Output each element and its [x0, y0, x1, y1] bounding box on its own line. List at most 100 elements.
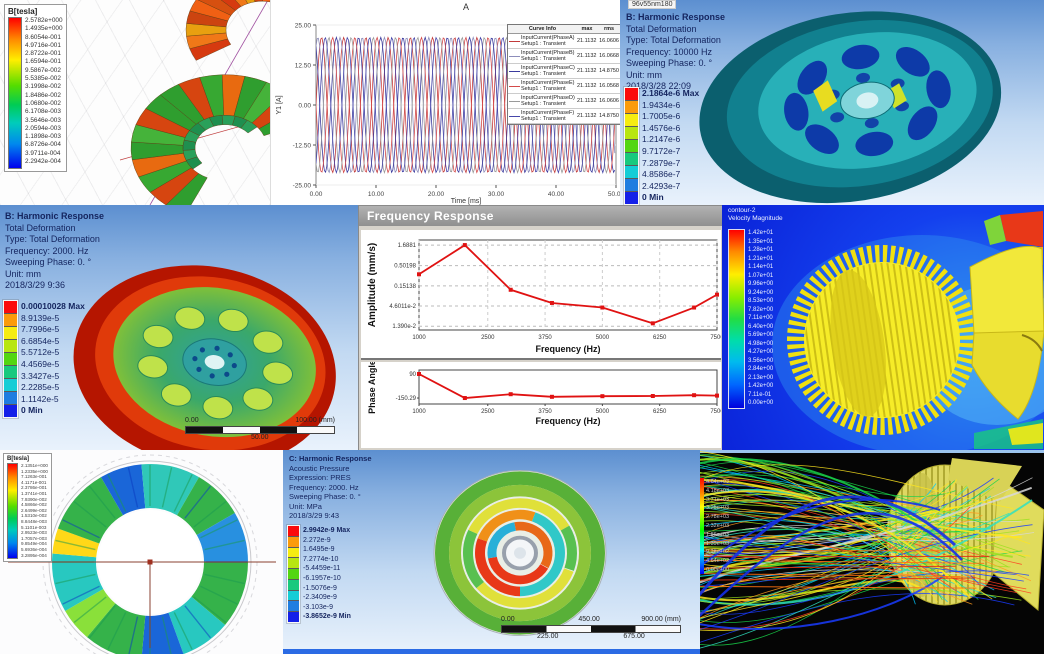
legend-line: Unit: mm [626, 69, 662, 80]
rainbow-colorbar [700, 478, 704, 574]
rainbow-colorbar [728, 229, 745, 409]
field-colorbar-legend: B[tesla] 2.5782e+000 1.4935e+000 8.6054e-0… [4, 4, 67, 172]
legend-line: -6.1957e-10 [303, 574, 341, 582]
legend-line: 4.98e+00 [748, 340, 774, 347]
legend-line: 9.96e+00 [748, 281, 774, 287]
rainbow-colorbar [7, 463, 18, 559]
svg-text:10.00: 10.00 [368, 191, 385, 198]
legend-line: Sweeping Phase: 0. ° [289, 492, 361, 501]
legend-line: 8.8448e-003 [21, 518, 47, 524]
result-info-block: B: Harmonic Response Total Deformation Typ… [5, 211, 104, 292]
curve-info-row: InputCurrent(PhaseA) Setup1 : Transient 21… [508, 34, 621, 49]
panel-maxwell-stator: B[tesla] 2.5782e+000 1.4935e+000 8.6054e-0… [0, 0, 270, 205]
svg-text:3750: 3750 [538, 409, 552, 415]
legend-line: Unit: mm [5, 268, 41, 279]
legend-line: 4.64e+03 [706, 479, 730, 485]
panel-velocity-contour: contour-2 Velocity Magnitude 1.42e+01 1.35… [722, 205, 1044, 450]
svg-text:50.00: 50.00 [608, 191, 621, 198]
legend-line: 1.1898e-003 [25, 133, 61, 141]
model-name-tag: 96v55nm180 [628, 0, 677, 9]
legend-line: 1.0680e-002 [25, 99, 61, 107]
legend-line: 7.2879e-7 [642, 157, 681, 168]
legend-line: 1.39e+03 [706, 540, 730, 547]
legend-values: 4.64e+03 4.18e+03 3.71e+03 3.25e+03 2.78e+03… [706, 478, 729, 575]
svg-text:40.00: 40.00 [548, 191, 565, 198]
legend-line: Sweeping Phase: 0. ° [5, 257, 92, 267]
legend-line: 7.82e+00 [748, 306, 774, 313]
legend-line: 3.56e+00 [748, 357, 774, 364]
legend-line: Velocity Magnitude [728, 215, 783, 222]
legend-line: 8.9139e-5 [21, 312, 60, 323]
legend-line: 1.4576e-6 [642, 122, 681, 133]
legend-line: 2.9523e-003 [21, 530, 47, 536]
legend-line: 1.5310e-002 [21, 513, 47, 519]
curve-info-row: InputCurrent(PhaseF) Setup1 : Transient 21… [508, 109, 621, 124]
legend-line: B: Harmonic Response [626, 12, 726, 22]
legend-line: 1.07e+01 [748, 272, 774, 279]
svg-text:1.6881: 1.6881 [398, 243, 417, 249]
svg-text:2500: 2500 [481, 409, 495, 415]
legend-line: 4.18e+03 [706, 487, 730, 494]
legend-line: 1.42e+00 [748, 383, 774, 389]
svg-text:3750: 3750 [538, 335, 552, 341]
streamline-view [700, 451, 1044, 649]
legend-line: 7.11e-01 [748, 391, 772, 398]
legend-line: 2.5782e+000 [25, 17, 63, 24]
legend-line: -3.103e-9 [303, 603, 333, 611]
legend-line: 2.3786e-001 [21, 485, 47, 491]
svg-text:0.50198: 0.50198 [394, 264, 416, 270]
legend-line: 2.272e-9 [303, 536, 331, 544]
gear-flow-view [772, 211, 1044, 450]
curve-info-row: InputCurrent(PhaseC) Setup1 : Transient 21… [508, 64, 621, 79]
legend-line: -2.3409e-9 [303, 594, 337, 602]
svg-text:Time [ms]: Time [ms] [451, 198, 482, 205]
legend-line: 1.9434e-6 [642, 99, 681, 110]
panel-acoustic-pressure: C: Harmonic Response Acoustic Pressure Exp… [283, 450, 700, 654]
legend-line: 0.00e+00 [748, 400, 774, 406]
window-titlebar[interactable]: Frequency Response [359, 206, 723, 226]
legend-line: 1.2147e-6 [642, 134, 681, 145]
legend-line: 2.78e+03 [706, 514, 730, 521]
deformation-legend: 0.00010028 Max 8.9139e-5 7.7996e-5 6.6854e-… [3, 300, 85, 418]
legend-line: 6.6854e-5 [21, 335, 60, 346]
legend-line: 6.8726e-004 [25, 141, 61, 149]
legend-line: 2.13e+00 [748, 374, 774, 381]
rainbow-colorbar [8, 17, 22, 169]
legend-line: 1.4935e+000 [25, 25, 63, 33]
legend-values: 2.1864e-6 Max 1.9434e-6 1.7005e-6 1.4576e-6… [642, 88, 699, 204]
legend-line: 1.86e+03 [706, 531, 730, 538]
legend-line: C: Harmonic Response [289, 454, 372, 463]
svg-text:7500: 7500 [710, 409, 721, 415]
svg-text:4.6011e-2: 4.6011e-2 [389, 304, 416, 310]
scale-max: 100.00 (mm) [295, 417, 335, 424]
panel-harmonic-10000hz: 96v55nm180 B: Harmonic Response Total Def… [620, 0, 1044, 205]
legend-line: 5.69e+00 [748, 332, 774, 338]
scale-bar [185, 426, 335, 434]
curve-info-row: InputCurrent(PhaseE) Setup1 : Transient 21… [508, 79, 621, 94]
scale-mid-top: 450.00 [578, 616, 600, 623]
legend-line: 8.6054e-001 [25, 33, 61, 41]
legend-line: 2018/3/29 9:36 [5, 280, 66, 290]
legend-line: Acoustic Pressure [289, 463, 350, 473]
ansys-colorbar [624, 87, 639, 205]
svg-text:0.15138: 0.15138 [394, 284, 416, 290]
legend-line: 9.8549e-004 [21, 541, 47, 547]
legend-line: 3.5646e-003 [25, 116, 61, 124]
legend-values: 1.42e+01 1.35e+01 1.28e+01 1.21e+01 1.14e+01… [748, 229, 773, 409]
legend-line: 4.5866e-002 [21, 502, 47, 508]
legend-line: 2.6499e-002 [21, 507, 47, 513]
pressure-legend: 2.9942e-9 Max 2.272e-9 1.6495e-9 7.2774e-10… [287, 525, 351, 623]
legend-line: 7.9390e-002 [21, 496, 47, 502]
frequency-response-window: Frequency Response 1.6881 0.50198 0.15138 4… [358, 205, 724, 452]
svg-text:Phase Angle: Phase Angle [367, 362, 377, 414]
legend-line: 1.6495e-9 [303, 546, 335, 554]
legend-line: 1.7057e-003 [21, 535, 47, 541]
legend-line: -5.4459e-11 [303, 565, 341, 573]
legend-line: -3.8652e-9 Min [303, 613, 351, 621]
legend-line: contour-2 [728, 207, 756, 214]
legend-line: 3.2895e-004 [21, 552, 47, 558]
svg-text:-150.29: -150.29 [396, 396, 417, 402]
legend-line: 1.8486e-002 [25, 91, 61, 99]
legend-line: 0.00010028 Max [21, 301, 85, 311]
legend-line: 8.53e+00 [748, 298, 774, 304]
